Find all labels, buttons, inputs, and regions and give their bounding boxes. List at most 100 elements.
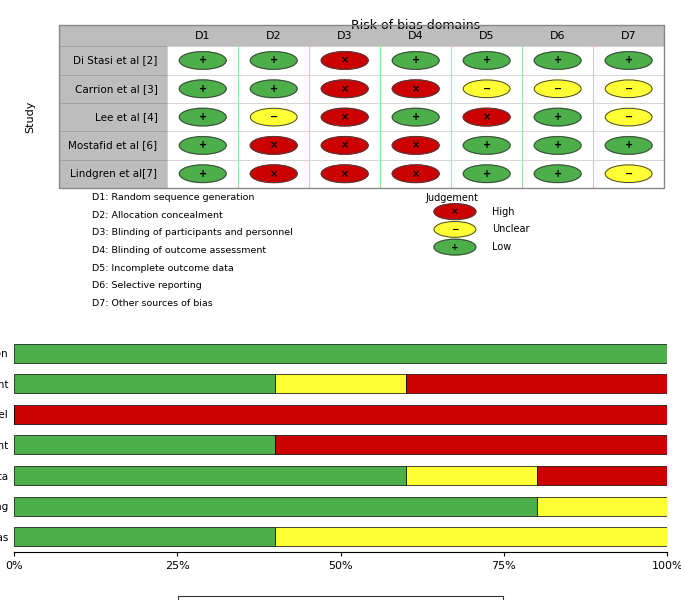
Circle shape [463,165,510,182]
Text: Low: Low [492,242,511,252]
Text: ×: × [340,55,349,65]
Circle shape [321,80,368,98]
Text: ×: × [451,207,459,216]
Circle shape [463,108,510,126]
Bar [14,405,667,424]
Text: D5: Incomplete outcome data: D5: Incomplete outcome data [92,264,234,273]
Text: D2: Allocation concealment: D2: Allocation concealment [92,211,223,220]
FancyBboxPatch shape [380,131,452,160]
Text: ×: × [340,112,349,122]
FancyBboxPatch shape [452,74,522,103]
FancyBboxPatch shape [59,74,168,103]
Text: Unclear: Unclear [492,224,530,235]
FancyBboxPatch shape [452,131,522,160]
Text: +: + [554,112,562,122]
Text: −: − [624,169,633,179]
Circle shape [463,80,510,98]
Text: Judgement: Judgement [426,193,479,203]
Bar [275,527,667,546]
Text: +: + [411,55,419,65]
Circle shape [251,52,297,69]
Text: D6: Selective reporting: D6: Selective reporting [92,281,202,290]
Text: Lindgren et al[7]: Lindgren et al[7] [70,169,157,179]
Text: +: + [483,169,491,179]
FancyBboxPatch shape [593,46,664,74]
Text: Study: Study [25,101,35,133]
Text: ×: × [340,169,349,179]
Circle shape [321,108,368,126]
FancyBboxPatch shape [168,74,238,103]
FancyBboxPatch shape [59,103,168,131]
Text: D6: D6 [550,31,565,41]
Circle shape [534,165,581,182]
FancyBboxPatch shape [238,103,309,131]
Circle shape [179,165,226,182]
FancyBboxPatch shape [238,46,309,74]
Text: Mostafid et al [6]: Mostafid et al [6] [68,140,157,151]
FancyBboxPatch shape [452,160,522,188]
Text: +: + [270,84,278,94]
Text: +: + [411,112,419,122]
FancyBboxPatch shape [238,160,309,188]
Legend: Low risk of bias, Some concerns, High risk of bias: Low risk of bias, Some concerns, High ri… [178,596,503,600]
Text: −: − [451,225,459,234]
Text: D7: D7 [621,31,637,41]
Text: +: + [624,140,633,151]
FancyBboxPatch shape [380,160,452,188]
FancyBboxPatch shape [522,74,593,103]
Bar [275,436,667,454]
Text: +: + [199,140,207,151]
FancyBboxPatch shape [593,160,664,188]
FancyBboxPatch shape [59,131,168,160]
Text: Carrion et al [3]: Carrion et al [3] [75,84,157,94]
Text: D5: D5 [479,31,494,41]
Bar [14,466,406,485]
FancyBboxPatch shape [593,103,664,131]
FancyBboxPatch shape [168,131,238,160]
FancyBboxPatch shape [168,160,238,188]
Circle shape [251,108,297,126]
Text: −: − [554,84,562,94]
Text: −: − [624,112,633,122]
Circle shape [605,165,652,182]
Circle shape [605,80,652,98]
Text: ×: × [411,169,419,179]
FancyBboxPatch shape [309,103,380,131]
FancyBboxPatch shape [309,46,380,74]
FancyBboxPatch shape [168,103,238,131]
Text: +: + [199,55,207,65]
Bar [537,466,667,485]
Circle shape [179,52,226,69]
FancyBboxPatch shape [309,160,380,188]
Circle shape [534,52,581,69]
FancyBboxPatch shape [593,131,664,160]
FancyBboxPatch shape [380,46,452,74]
Text: +: + [451,242,459,251]
Circle shape [463,137,510,154]
FancyBboxPatch shape [380,103,452,131]
FancyBboxPatch shape [59,160,168,188]
Bar [14,374,275,393]
Text: D4: Blinding of outcome assessment: D4: Blinding of outcome assessment [92,246,266,255]
Bar [14,344,667,362]
Circle shape [321,52,368,69]
Circle shape [179,80,226,98]
Circle shape [605,52,652,69]
FancyBboxPatch shape [238,74,309,103]
Text: ×: × [270,169,278,179]
Circle shape [605,108,652,126]
Text: D2: D2 [266,31,281,41]
Text: +: + [199,112,207,122]
Text: ×: × [340,84,349,94]
Circle shape [392,80,439,98]
Circle shape [434,221,476,237]
Text: +: + [270,55,278,65]
Text: ×: × [270,140,278,151]
Bar [14,497,537,515]
Circle shape [392,52,439,69]
Text: D3: Blinding of participants and personnel: D3: Blinding of participants and personn… [92,228,293,237]
Bar [275,374,406,393]
Text: +: + [554,169,562,179]
Circle shape [434,239,476,255]
Circle shape [179,108,226,126]
